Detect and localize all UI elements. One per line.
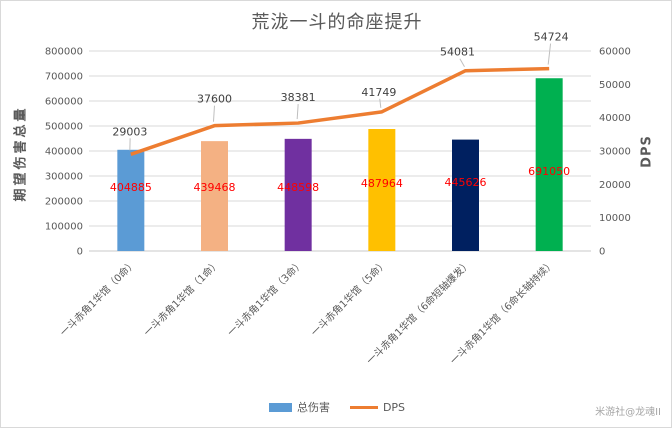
dps-value-label: 38381 bbox=[281, 91, 316, 104]
bar-value-label: 445626 bbox=[445, 176, 487, 189]
dps-value-label: 29003 bbox=[112, 125, 147, 138]
left-axis-tick: 200000 bbox=[45, 197, 83, 208]
line-series-swatch-icon bbox=[349, 405, 378, 409]
left-axis-tick: 0 bbox=[77, 247, 83, 258]
left-axis-tick: 100000 bbox=[45, 222, 83, 233]
dps-label-leader-line bbox=[459, 58, 465, 67]
dps-label-leader-line bbox=[379, 98, 382, 108]
left-axis-tick: 600000 bbox=[45, 97, 83, 108]
dps-line-series[interactable] bbox=[130, 66, 550, 156]
chart-title: 荒泷一斗的命座提升 bbox=[251, 12, 423, 33]
right-axis-tick: 10000 bbox=[599, 213, 631, 224]
legend-item-total-damage[interactable]: 总伤害 bbox=[268, 399, 330, 415]
left-axis-tick: 400000 bbox=[45, 147, 83, 158]
bar-value-label: 487964 bbox=[361, 177, 403, 190]
bar-一斗赤角1华馆（0命）[interactable] bbox=[117, 149, 145, 251]
legend-label-total-damage: 总伤害 bbox=[296, 401, 330, 414]
bar-一斗赤角1华馆（1命）[interactable] bbox=[201, 141, 228, 251]
dps-value-label: 41749 bbox=[361, 86, 396, 99]
bar-value-label: 439468 bbox=[194, 181, 236, 194]
legend: 总伤害 DPS bbox=[1, 399, 671, 415]
bar-一斗赤角1华馆（3命）[interactable] bbox=[284, 138, 312, 251]
left-axis-tick: 700000 bbox=[45, 72, 83, 83]
right-axis-tick: 30000 bbox=[599, 147, 631, 158]
right-axis-tick: 20000 bbox=[599, 180, 631, 191]
dps-value-label: 37600 bbox=[197, 93, 232, 106]
bar-value-label: 691050 bbox=[528, 165, 570, 178]
dps-label-leader-line bbox=[213, 105, 215, 122]
dps-value-label: 54081 bbox=[440, 46, 475, 59]
x-axis-category-label: 一斗赤角1华馆（1命） bbox=[141, 257, 223, 339]
left-axis-tick: 800000 bbox=[45, 47, 83, 58]
x-axis-category-label: 一斗赤角1华馆（3命） bbox=[224, 257, 306, 339]
dps-value-label: 54724 bbox=[534, 31, 569, 44]
bar-value-label: 448598 bbox=[277, 181, 319, 194]
left-axis-tick: 500000 bbox=[45, 122, 83, 133]
bar-series-swatch-icon bbox=[268, 402, 292, 412]
watermark: 米游社@龙魂II bbox=[595, 407, 661, 418]
right-axis-tick: 50000 bbox=[599, 80, 631, 91]
bar-value-label: 404885 bbox=[110, 181, 152, 194]
right-axis-tick: 60000 bbox=[599, 47, 631, 58]
legend-item-dps[interactable]: DPS bbox=[349, 400, 406, 414]
x-axis-category-label: 一斗赤角1华馆（5命） bbox=[308, 257, 390, 339]
legend-label-dps: DPS bbox=[382, 400, 406, 414]
left-axis-tick: 300000 bbox=[45, 172, 83, 183]
x-axis-category-label: 一斗赤角1华馆（0命） bbox=[57, 257, 139, 339]
bar-一斗赤角1华馆（6命长轴持续）[interactable] bbox=[535, 78, 563, 251]
bar-一斗赤角1华馆（6命短轴爆发）[interactable] bbox=[452, 139, 479, 251]
dps-label-leader-line bbox=[296, 104, 299, 120]
right-axis-tick: 0 bbox=[599, 247, 605, 258]
bar-一斗赤角1华馆（5命）[interactable] bbox=[368, 129, 396, 251]
right-axis-tick: 40000 bbox=[599, 113, 631, 124]
dps-label-leader-line bbox=[547, 43, 552, 65]
